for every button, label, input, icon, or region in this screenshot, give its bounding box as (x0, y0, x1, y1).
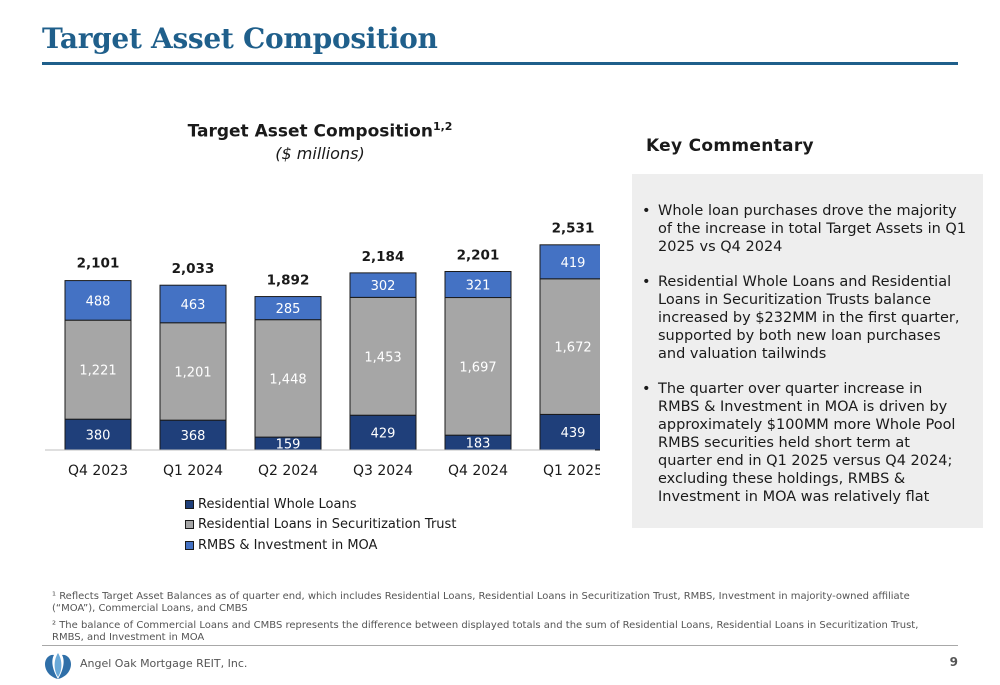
data-label: 302 (371, 279, 396, 294)
data-label: 463 (181, 298, 206, 313)
legend-label: RMBS & Investment in MOA (198, 537, 378, 553)
page-title: Target Asset Composition (42, 22, 438, 55)
chart-subtitle: ($ millions) (275, 143, 365, 163)
data-label: 1,448 (269, 372, 306, 387)
chart-title-superscript: 1,2 (432, 120, 453, 133)
bar-segment (159, 419, 227, 451)
commentary-bullet: Residential Whole Loans and Residential … (642, 273, 967, 363)
footnote-1: ¹ Reflects Target Asset Balances as of q… (52, 591, 910, 614)
data-label: 1,672 (554, 341, 591, 356)
total-label: 2,101 (77, 256, 120, 272)
stacked-bar-chart: 380 1,221 488 2,101 Q4 2023 368 1,201 463 2,033 Q… (45, 221, 600, 479)
chart-title-text: Target Asset Composition (187, 121, 433, 142)
total-label: 2,201 (457, 247, 500, 263)
bar-segment (64, 280, 132, 321)
chart-title-block: Target Asset Composition1,2 ($ millions) (150, 120, 490, 163)
oak-tree-logo-icon (45, 653, 71, 679)
legend-swatch (185, 520, 194, 530)
data-label: 1,201 (174, 365, 211, 380)
bar-segment (159, 284, 227, 324)
chart-legend: Residential Whole Loans Residential Loans… (185, 494, 456, 556)
data-label: 488 (86, 294, 111, 309)
commentary-bullet: Whole loan purchases drove the majority … (642, 202, 967, 256)
data-label: 1,221 (79, 364, 116, 379)
bar-segment (539, 278, 600, 415)
commentary-bullet: The quarter over quarter increase in RMB… (642, 380, 967, 506)
category-label: Q4 2023 (68, 463, 128, 479)
legend-label: Residential Loans in Securitization Trus… (198, 517, 457, 533)
data-label: 429 (371, 427, 396, 442)
data-label: 368 (181, 429, 206, 444)
commentary-heading: Key Commentary (646, 136, 814, 156)
legend-swatch (185, 540, 194, 550)
data-label: 439 (561, 426, 586, 441)
legend-item: Residential Whole Loans (185, 494, 456, 515)
company-name: Angel Oak Mortgage REIT, Inc. (80, 657, 248, 670)
total-label: 2,033 (172, 261, 215, 277)
data-label: 159 (276, 438, 301, 453)
data-label: 1,453 (364, 350, 401, 365)
page-number: 9 (949, 655, 958, 669)
category-label: Q2 2024 (258, 463, 318, 479)
footer-divider (42, 645, 958, 646)
total-label: 1,892 (267, 273, 310, 289)
bar-segment (349, 296, 417, 416)
total-label: 2,184 (362, 249, 405, 265)
total-label: 2,531 (552, 221, 595, 237)
legend-item: RMBS & Investment in MOA (185, 535, 456, 556)
commentary-list: Whole loan purchases drove the majority … (642, 202, 967, 506)
data-label: 285 (276, 302, 301, 317)
legend-item: Residential Loans in Securitization Trus… (185, 515, 456, 536)
category-label: Q3 2024 (353, 463, 413, 479)
footnote-2: ² The balance of Commercial Loans and CM… (52, 620, 919, 643)
chart-title: Target Asset Composition1,2 (150, 120, 490, 142)
legend-label: Residential Whole Loans (198, 496, 357, 512)
data-label: 419 (561, 256, 586, 271)
title-divider (42, 62, 958, 65)
legend-swatch (185, 499, 194, 509)
category-label: Q1 2025 (543, 463, 600, 479)
bar-segment (254, 319, 322, 438)
data-label: 321 (466, 279, 491, 294)
bar-segment (254, 296, 322, 321)
commentary-box: Whole loan purchases drove the majority … (632, 174, 983, 528)
bar-segment (539, 244, 600, 280)
bar-segment (64, 319, 132, 420)
data-label: 380 (86, 429, 111, 444)
category-label: Q4 2024 (448, 463, 508, 479)
category-label: Q1 2024 (163, 463, 223, 479)
data-label: 183 (466, 437, 491, 452)
footnotes: ¹ Reflects Target Asset Balances as of q… (52, 591, 942, 649)
bar-segment (444, 270, 512, 299)
data-label: 1,697 (459, 360, 496, 375)
bar-segment (349, 272, 417, 298)
bar-segment (349, 414, 417, 451)
bar-segment (444, 297, 512, 436)
